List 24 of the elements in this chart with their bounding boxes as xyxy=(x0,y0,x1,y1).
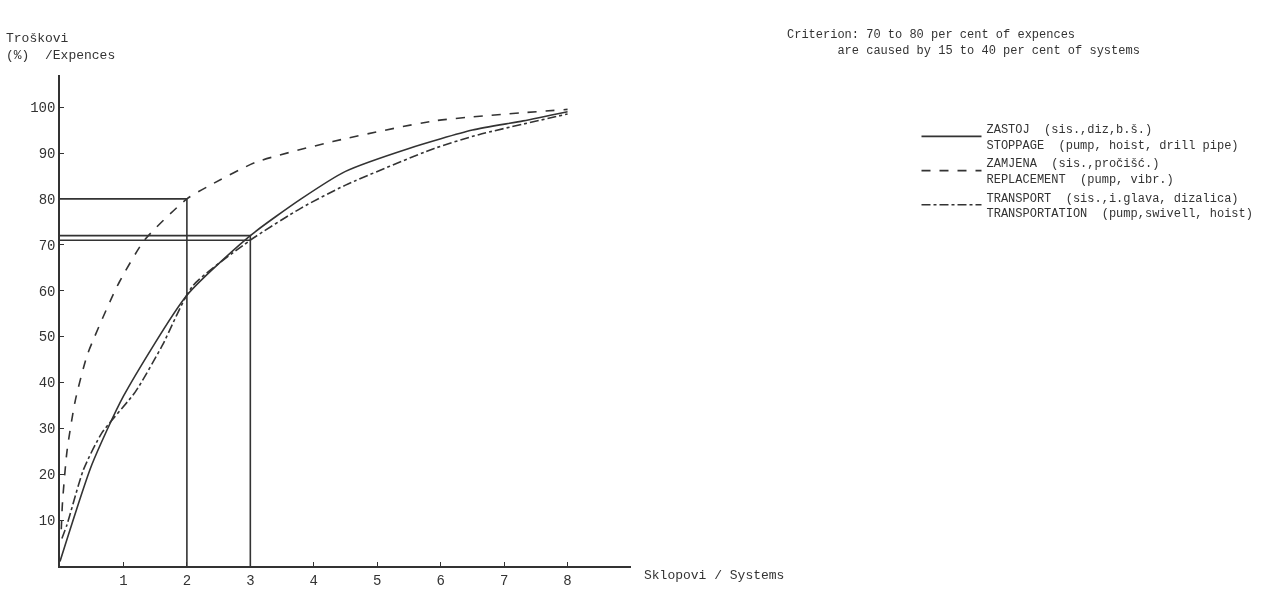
y-tick-label: 60 xyxy=(38,283,56,300)
text: Criterion: 70 to 80 per cent of expences are caused by 15 to 40 per cent of systems xyxy=(787,28,1140,58)
legend-label: ZASTOJ (sis.,diz,b.š.) STOPPAGE (pump, hoist, drill pipe) xyxy=(986,123,1239,153)
y-tick-label: 30 xyxy=(38,421,56,438)
x-tick-label: 8 xyxy=(563,572,572,589)
y-tick-label: 90 xyxy=(38,145,56,162)
x-tick-label: 6 xyxy=(436,572,445,589)
x-tick-label: 5 xyxy=(373,572,382,589)
x-axis-title: Sklopovi / Systems xyxy=(644,568,785,583)
y-tick-label: 100 xyxy=(30,100,56,117)
x-tick-label: 7 xyxy=(499,572,509,589)
x-tick-label: 4 xyxy=(309,572,318,589)
y-tick-label: 10 xyxy=(38,513,56,530)
y-tick-label: 80 xyxy=(38,191,56,208)
x-tick-label: 3 xyxy=(246,572,255,589)
x-tick-label: 1 xyxy=(119,572,128,589)
legend-label: ZAMJENA (sis.,pročišć.) REPLACEMENT (pump, vibr.) xyxy=(986,157,1174,188)
legend-label: TRANSPORT (sis.,i.glava, dizalica) TRANSPORTATION (pump,swivell, hoist) xyxy=(986,191,1253,222)
x-tick-label: 2 xyxy=(182,572,192,589)
y-tick-label: 20 xyxy=(38,467,56,484)
y-tick-label: 70 xyxy=(38,237,56,254)
y-tick-label: 40 xyxy=(38,375,56,392)
y-axis-title: Troškovi (%) /Expences xyxy=(6,31,116,63)
y-tick-label: 50 xyxy=(38,329,56,346)
